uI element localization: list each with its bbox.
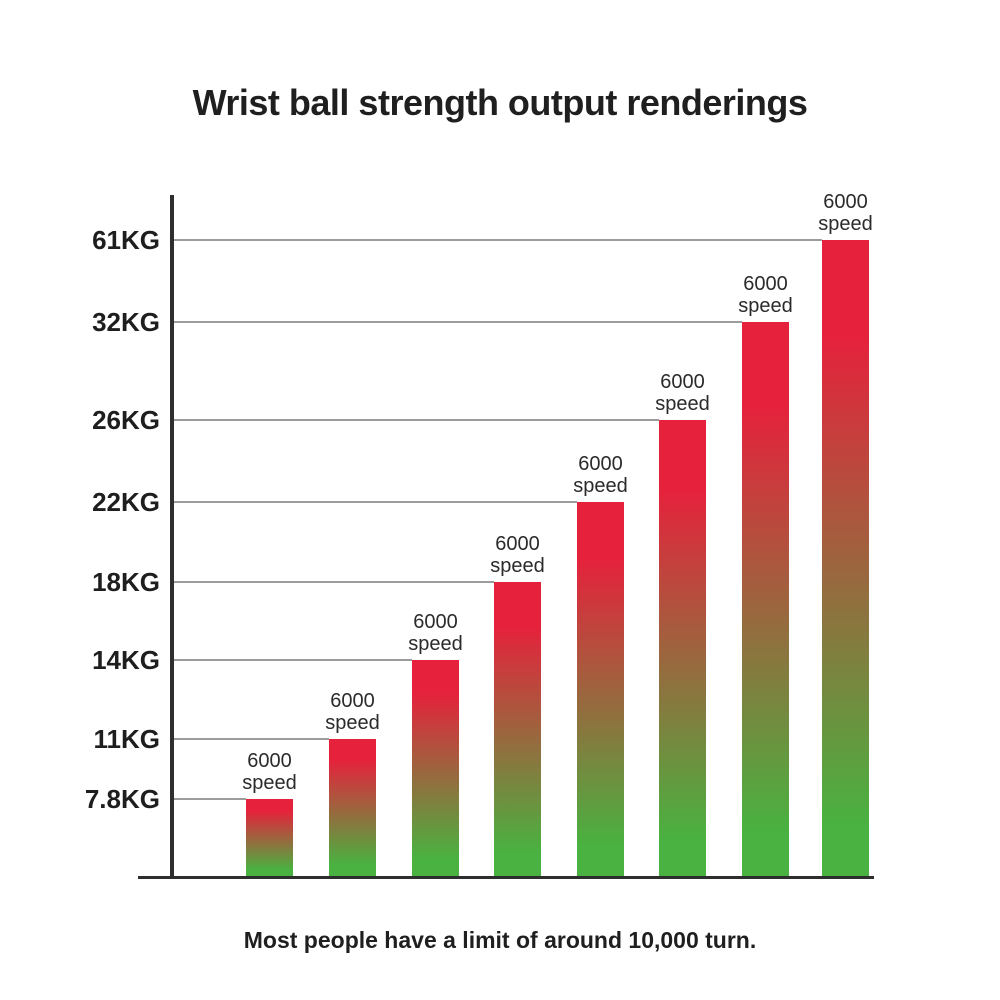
bar: [494, 582, 541, 876]
y-axis-tick-label: 18KG: [92, 567, 160, 597]
gridline: [174, 321, 742, 323]
chart-caption: Most people have a limit of around 10,00…: [243, 927, 757, 953]
bar: [822, 240, 869, 876]
gridline: [174, 798, 246, 800]
bar-label-line2: speed: [325, 712, 380, 734]
bar-value-label: 6000 speed: [551, 453, 651, 497]
bar: [329, 739, 376, 876]
bar: [412, 660, 459, 876]
bar-label-line2: speed: [818, 213, 873, 235]
y-axis-tick-label: 11KG: [93, 724, 161, 754]
gridline: [174, 581, 494, 583]
gridline: [174, 239, 822, 241]
gridline: [174, 738, 329, 740]
bar-label-line1: 6000: [247, 750, 292, 772]
y-axis-tick-label: 61KG: [92, 225, 160, 255]
bar-value-label: 6000 speed: [303, 690, 403, 734]
bar-label-line2: speed: [738, 295, 793, 317]
bar-label-line1: 6000: [578, 453, 623, 475]
y-axis-tick-label: 14KG: [92, 645, 160, 675]
y-axis-tick-label: 32KG: [92, 307, 160, 337]
bar-label-line2: speed: [242, 772, 297, 794]
bar-value-label: 6000 speed: [220, 750, 320, 794]
y-axis-tick-label: 7.8KG: [84, 784, 160, 814]
y-axis-line: [170, 195, 174, 879]
bar-label-line1: 6000: [823, 191, 868, 213]
bar-label-line2: speed: [655, 393, 710, 415]
bar-value-label: 6000 speed: [468, 533, 568, 577]
chart-title: Wrist ball strength output renderings: [192, 82, 808, 123]
x-axis-line: [138, 876, 874, 879]
bar-value-label: 6000 speed: [716, 273, 816, 317]
bar-label-line1: 6000: [660, 371, 705, 393]
bar-label-line1: 6000: [495, 533, 540, 555]
bar-label-line1: 6000: [743, 273, 788, 295]
bar-label-line1: 6000: [413, 611, 458, 633]
y-axis-tick-label: 26KG: [92, 405, 160, 435]
bar-label-line1: 6000: [330, 690, 375, 712]
bar: [742, 322, 789, 876]
bar-label-line2: speed: [408, 633, 463, 655]
gridline: [174, 501, 577, 503]
bar-label-line2: speed: [490, 555, 545, 577]
gridline: [174, 419, 659, 421]
bar-label-line2: speed: [573, 475, 628, 497]
gridline: [174, 659, 412, 661]
bar: [577, 502, 624, 876]
bar-value-label: 6000 speed: [386, 611, 486, 655]
bar-value-label: 6000 speed: [796, 191, 896, 235]
bar: [659, 420, 706, 876]
y-axis-tick-label: 22KG: [92, 487, 160, 517]
bar-value-label: 6000 speed: [633, 371, 733, 415]
bar: [246, 799, 293, 876]
